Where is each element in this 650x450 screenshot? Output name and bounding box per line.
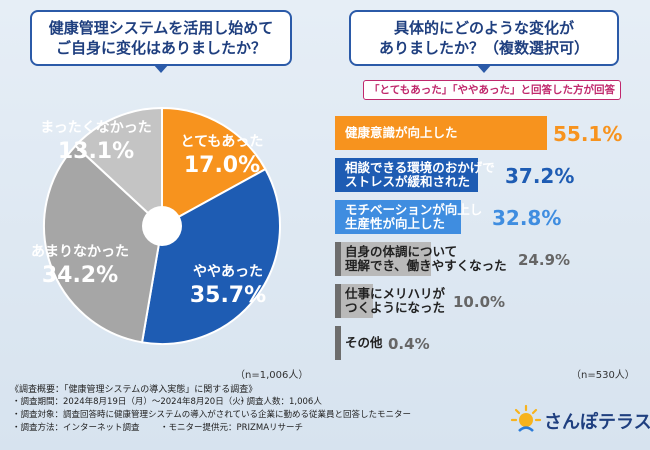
respondent-note: 「とてもあった」「ややあった」と回答した方が回答 [363, 80, 621, 100]
bar-label-line: 相談できる環境のおかげで [345, 160, 495, 175]
bar-value-6: 0.4% [388, 335, 430, 353]
pie-slice-1 [161, 106, 267, 228]
pie-sample-size: （n=1,006人） [235, 370, 309, 381]
survey-target: ・調査対象：調査回答時に健康管理システムの導入がされている企業に勤める従業員と回… [12, 410, 411, 420]
bar-value-4: 24.9% [518, 251, 571, 269]
pie-label-2: ややあった [193, 264, 263, 280]
pie-label-1: とてもあった [181, 134, 264, 150]
pie-chart: とてもあった 17.0% ややあった 35.7% あまりなかった 34.2% まったくなかっ… [31, 106, 281, 345]
bar-2 [335, 158, 479, 192]
survey-period: ・調査期間：2024年8月19日（月）〜2024年8月20日（火） [12, 397, 250, 407]
bar-label-line: 生産性が向上した [345, 216, 446, 231]
bar-1 [335, 116, 547, 150]
pie-label-3: あまりなかった [31, 244, 129, 260]
pie-slice-2 [140, 167, 281, 345]
bar-label-line: 理解でき、働きやすくなった [345, 258, 507, 273]
bar-value-5: 10.0% [453, 293, 506, 311]
pie-chart-panel: 健康管理システムを活用し始めて ご自身に変化はありましたか？ とてもあった 17.… [10, 8, 315, 381]
pie-question-line-1: 健康管理システムを活用し始めて [48, 19, 274, 37]
brand-logo: さんぽテラス [510, 404, 650, 434]
bar-label-5: 仕事にメリハリが つくようになった [345, 287, 445, 315]
bar-label-line: その他 [345, 335, 383, 350]
bar-chart-panel: 具体的にどのような変化が ありましたか？（複数選択可） 「とてもあった」「ややあ… [333, 8, 638, 381]
survey-provider: ・モニター提供元：PRIZMAリサーチ [160, 423, 304, 433]
bar-value-3: 32.8% [492, 206, 562, 230]
bar-question-line-1: 具体的にどのような変化が [393, 19, 574, 37]
pie-value-4: 13.1% [58, 139, 134, 164]
survey-method: ・調査方法：インターネット調査 [12, 423, 140, 433]
bar-label-line: つくようになった [345, 300, 446, 315]
bar-label-line: 自身の体調について [345, 244, 458, 259]
bar-4 [335, 242, 431, 276]
bar-6 [335, 326, 341, 360]
bar-value-2: 37.2% [505, 164, 575, 188]
survey-count: ・調査人数：1,006人 [238, 397, 322, 407]
pie-slice-4 [74, 106, 163, 229]
sunshine-icon [510, 404, 542, 432]
bar-label-2: 相談できる環境のおかげで ストレスが緩和された [345, 161, 495, 189]
survey-summary-title: 《調査概要：「健康管理システムの導入実態」に関する調査》 [10, 385, 258, 395]
bar-label-1: 健康意識が向上した [345, 126, 458, 140]
bar-question-line-2: ありましたか？（複数選択可） [378, 39, 589, 57]
bar-question: 具体的にどのような変化が ありましたか？（複数選択可） [349, 10, 619, 73]
pie-value-3: 34.2% [42, 263, 118, 288]
pie-question-line-2: ご自身に変化はありましたか？ [55, 39, 266, 57]
bar-label-3: モチベーションが向上し 生産性が向上した [345, 203, 482, 231]
bar-label-6: その他 [345, 336, 383, 350]
pie-slice-3 [43, 144, 164, 344]
pie-value-2: 35.7% [190, 283, 266, 308]
bar-label-line: 健康意識が向上した [345, 125, 458, 140]
bar-value-1: 55.1% [553, 122, 623, 146]
bar-sample-size: （n=530人） [571, 370, 635, 381]
bar-label-line: 仕事にメリハリが [345, 286, 446, 301]
bar-label-line: モチベーションが向上し [345, 202, 483, 217]
bar-label-line: ストレスが緩和された [345, 174, 471, 189]
pie-question: 健康管理システムを活用し始めて ご自身に変化はありましたか？ [30, 10, 292, 73]
brand-name: さんぽテラス [544, 412, 650, 433]
pie-value-1: 17.0% [184, 153, 260, 178]
bar-3 [335, 200, 462, 234]
bar-label-4: 自身の体調について 理解でき、働きやすくなった [345, 245, 507, 273]
pie-label-4: まったくなかった [40, 120, 151, 136]
bar-5 [335, 284, 374, 318]
pie-center-hole [142, 206, 182, 246]
